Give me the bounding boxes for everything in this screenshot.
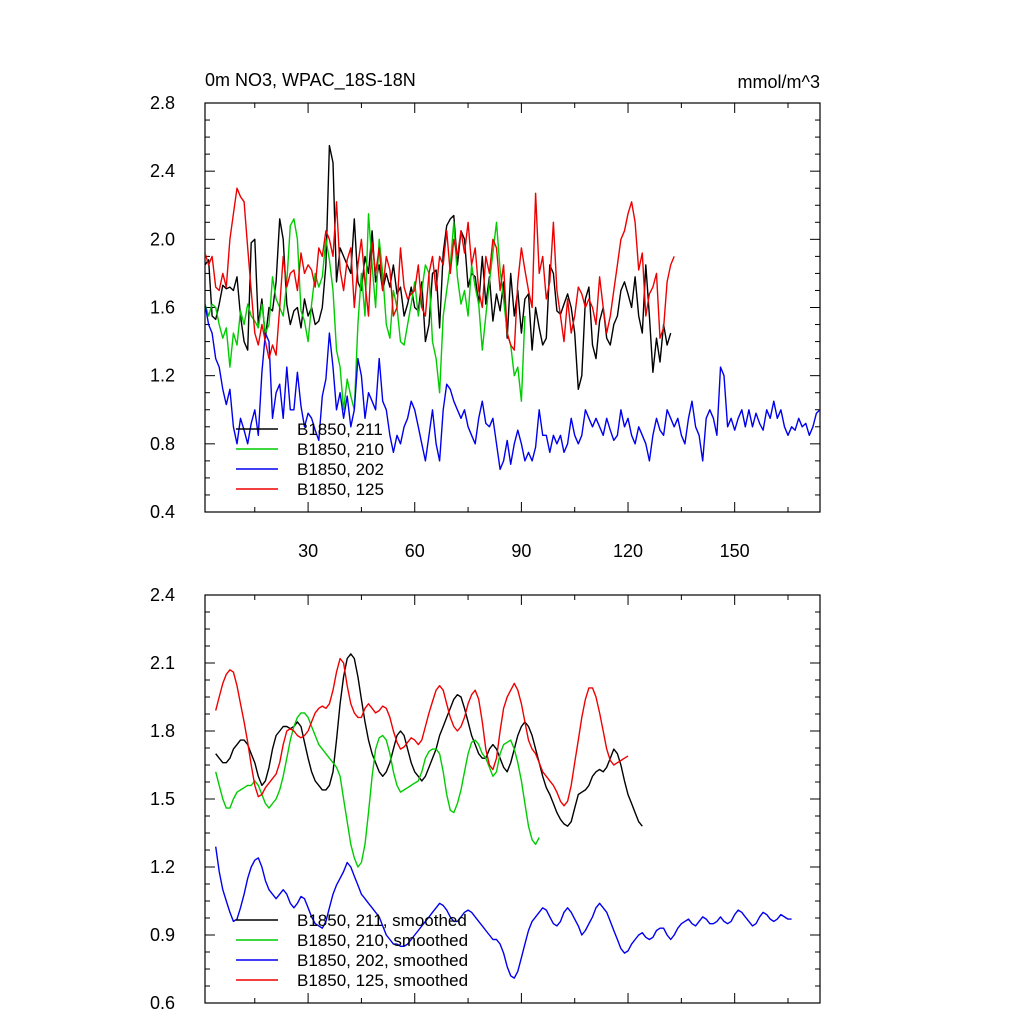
y-tick-label: 2.4 — [150, 161, 175, 181]
series-group — [205, 144, 820, 471]
series-line-2 — [215, 712, 540, 868]
y-tick-label: 2.1 — [150, 653, 175, 673]
legend-label-1: B1850, 211 — [297, 420, 383, 439]
x-tick-label: 120 — [613, 541, 643, 561]
series-line-3 — [205, 303, 820, 471]
legend-label-3: B1850, 202, smoothed — [297, 951, 468, 970]
top-panel: 0.4 0.8 1.2 1.6 2.0 2.4 2.8 30 60 90 120 150 B1850, … — [150, 93, 821, 561]
x-tick-label: 150 — [720, 541, 750, 561]
units-label: mmol/m^3 — [738, 72, 820, 92]
y-tick-label: 0.9 — [150, 925, 175, 945]
x-tick-label: 60 — [405, 541, 425, 561]
series-line-1 — [205, 144, 672, 390]
series-line-4 — [205, 187, 675, 360]
y-tick-label: 1.6 — [150, 298, 175, 318]
legend-label-2: B1850, 210 — [297, 440, 384, 459]
y-tick-label: 2.0 — [150, 229, 175, 249]
y-tick-label: 1.2 — [150, 857, 175, 877]
series-line-3 — [215, 846, 792, 979]
y-tick-label: 0.8 — [150, 434, 175, 454]
legend-label-4: B1850, 125 — [297, 480, 384, 499]
series-group — [215, 653, 792, 979]
bottom-panel: 0.6 0.9 1.2 1.5 1.8 2.1 2.4 B1850, 211, smoothe… — [150, 585, 821, 1013]
y-tick-label: 2.4 — [150, 585, 175, 605]
y-tick-label: 0.6 — [150, 993, 175, 1013]
legend-label-1: B1850, 211, smoothed — [297, 911, 467, 930]
y-tick-label: 1.5 — [150, 789, 175, 809]
y-tick-label: 1.8 — [150, 721, 175, 741]
legend-label-4: B1850, 125, smoothed — [297, 971, 468, 990]
y-tick-label: 1.2 — [150, 366, 175, 386]
series-line-4 — [215, 657, 629, 807]
x-tick-label: 30 — [298, 541, 318, 561]
legend-label-3: B1850, 202 — [297, 460, 384, 479]
y-tick-label: 2.8 — [150, 93, 175, 113]
chart-title: 0m NO3, WPAC_18S-18N — [205, 70, 416, 91]
legend-label-2: B1850, 210, smoothed — [297, 931, 468, 950]
series-line-1 — [215, 653, 643, 827]
x-tick-label: 90 — [511, 541, 531, 561]
y-tick-label: 0.4 — [150, 502, 175, 522]
